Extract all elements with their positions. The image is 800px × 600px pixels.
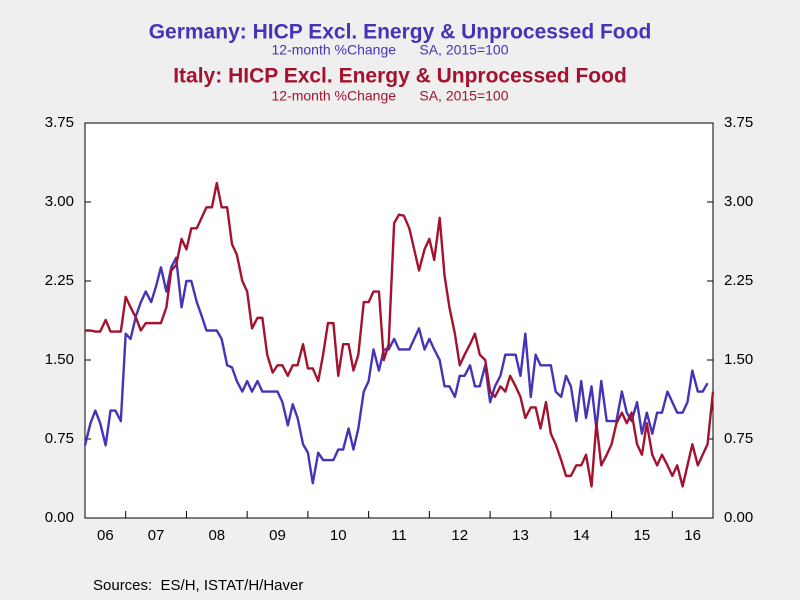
x-tick-label: 15	[634, 527, 651, 544]
series-subtitle: 12-month %Change SA, 2015=100	[272, 88, 509, 104]
x-tick-label: 08	[208, 527, 225, 544]
y-tick-label: 0.75	[45, 430, 74, 447]
y2-tick-label: 0.75	[724, 430, 753, 447]
y2-tick-label: 2.25	[724, 272, 753, 289]
source-note: Sources: ES/H, ISTAT/H/Haver	[93, 577, 303, 594]
y-tick-label: 3.00	[45, 193, 74, 210]
series-line	[83, 256, 709, 485]
x-tick-label: 06	[97, 527, 114, 544]
y-tick-label: 3.75	[45, 114, 74, 131]
plot-area	[84, 122, 714, 519]
x-tick-label: 10	[330, 527, 347, 544]
x-tick-label: 11	[391, 527, 407, 544]
series-title: Italy: HICP Excl. Energy & Unprocessed F…	[173, 65, 627, 88]
y2-tick-label: 3.00	[724, 193, 753, 210]
series-line	[85, 181, 715, 488]
x-tick-label: 07	[148, 527, 165, 544]
series-subtitle: 12-month %Change SA, 2015=100	[272, 42, 509, 58]
x-tick-label: 09	[269, 527, 286, 544]
y-tick-label: 2.25	[45, 272, 74, 289]
y-tick-label: 1.50	[45, 351, 74, 368]
x-tick-label: 13	[512, 527, 529, 544]
series-title: Germany: HICP Excl. Energy & Unprocessed…	[149, 21, 652, 44]
y2-tick-label: 1.50	[724, 351, 753, 368]
x-tick-label: 12	[451, 527, 468, 544]
x-tick-label: 16	[684, 527, 701, 544]
y2-tick-label: 0.00	[724, 509, 753, 526]
y-tick-label: 0.00	[45, 509, 74, 526]
x-tick-label: 14	[573, 527, 590, 544]
y2-tick-label: 3.75	[724, 114, 753, 131]
